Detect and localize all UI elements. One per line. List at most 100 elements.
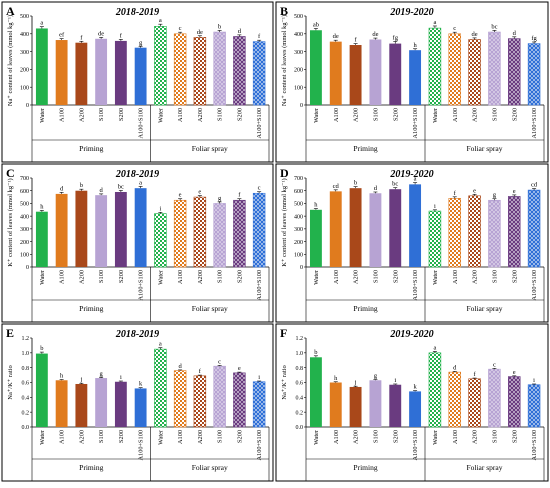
panel-title: 2019-2020	[389, 169, 433, 180]
group-label: Foliar spray	[466, 463, 502, 472]
bar	[309, 209, 322, 267]
bar	[252, 381, 266, 428]
bar	[448, 371, 461, 428]
bar	[252, 41, 266, 106]
category-label: A100	[333, 270, 340, 284]
y-tick-label: 700	[294, 176, 303, 182]
bar	[75, 190, 88, 267]
y-tick-label: 500	[20, 202, 29, 208]
significance-letter: de	[98, 30, 104, 37]
significance-letter: i	[394, 377, 396, 384]
bar	[55, 40, 68, 105]
category-label: A200	[472, 430, 479, 444]
y-axis-label: K⁺ content of leaves (mmol kg⁻¹)	[281, 178, 288, 266]
y-axis-label: Na⁺ content of leaves (mmol kg⁻¹)	[7, 15, 14, 106]
y-tick-label: 0	[26, 103, 29, 109]
y-tick-label: 100	[294, 85, 303, 91]
group-label: Foliar spray	[466, 144, 502, 153]
category-label: A100+S100	[138, 270, 145, 301]
significance-letter: fg	[531, 35, 537, 42]
y-tick-label: 100	[20, 85, 29, 91]
group-label: Priming	[353, 463, 377, 472]
category-label: A200	[197, 270, 204, 284]
bar	[154, 26, 167, 106]
bar	[369, 39, 382, 105]
bar	[329, 191, 342, 267]
y-tick-label: 0.4	[22, 396, 30, 402]
significance-letter: f	[120, 32, 123, 39]
bar	[193, 375, 207, 428]
bar	[309, 30, 322, 106]
significance-letter: cd	[531, 182, 538, 189]
category-label: S200	[392, 108, 399, 121]
significance-letter: i	[434, 203, 436, 210]
panel-letter: D	[280, 166, 289, 180]
category-label: S200	[236, 108, 243, 121]
panel-frame	[275, 323, 549, 482]
group-label: Foliar spray	[466, 304, 502, 313]
category-label: A100+S100	[412, 430, 419, 461]
y-tick-label: 1.0	[22, 351, 30, 357]
bar	[369, 380, 382, 427]
category-label: Water	[157, 429, 164, 445]
significance-letter: g	[139, 39, 143, 46]
bar	[389, 384, 402, 427]
category-label: A100+S100	[531, 430, 538, 461]
category-label: S200	[392, 430, 399, 443]
significance-letter: bc	[392, 181, 398, 188]
significance-letter: e	[513, 369, 516, 376]
panel-d: D 2019-2020 0 100 200 300 400 500 600 700 K⁺ conte…	[275, 163, 549, 323]
category-label: S100	[491, 270, 498, 283]
significance-letter: g	[374, 373, 378, 380]
category-label: A100	[177, 270, 184, 284]
panel-title: 2018-2019	[115, 7, 159, 18]
category-label: A100	[177, 108, 184, 122]
category-label: A100	[333, 108, 340, 122]
category-label: A100	[177, 430, 184, 444]
y-tick-label: 0.8	[296, 366, 304, 372]
y-tick-label: 1.2	[296, 336, 304, 342]
significance-letter: g	[218, 195, 222, 202]
y-tick-label: 200	[20, 240, 29, 246]
significance-letter: b	[218, 23, 221, 30]
bar	[35, 353, 48, 427]
panel-letter: F	[280, 326, 287, 340]
bar	[428, 27, 442, 106]
significance-letter: bc	[491, 23, 497, 30]
significance-letter: e	[473, 187, 476, 194]
significance-letter: a	[139, 179, 142, 186]
y-tick-label: 200	[294, 68, 303, 74]
significance-letter: de	[472, 31, 478, 38]
y-tick-label: 0.6	[296, 381, 304, 387]
bar	[114, 191, 127, 267]
panel-frame	[275, 163, 549, 323]
significance-letter: fg	[393, 34, 399, 41]
bar	[193, 37, 207, 106]
category-label: S200	[236, 270, 243, 283]
y-tick-label: 0.0	[22, 425, 30, 431]
category-label: A200	[197, 108, 204, 122]
panel-frame	[275, 1, 549, 163]
category-label: S100	[372, 108, 379, 121]
significance-letter: e	[198, 189, 201, 196]
significance-letter: d	[453, 364, 457, 371]
bar	[409, 50, 422, 105]
bar	[507, 376, 521, 428]
y-tick-label: 400	[294, 32, 303, 38]
bar	[309, 357, 322, 427]
panel-letter: E	[6, 326, 14, 340]
bar	[134, 188, 147, 267]
bar	[55, 193, 68, 267]
category-label: S100	[217, 430, 224, 443]
bar	[448, 198, 461, 268]
significance-letter: c	[218, 358, 221, 365]
significance-letter: h	[413, 42, 417, 49]
y-tick-label: 500	[20, 14, 29, 20]
significance-letter: d	[179, 363, 183, 370]
panel-letter: C	[6, 166, 15, 180]
bar	[75, 42, 88, 105]
category-label: A200	[472, 108, 479, 122]
bar	[95, 38, 108, 106]
category-label: S200	[511, 430, 518, 443]
